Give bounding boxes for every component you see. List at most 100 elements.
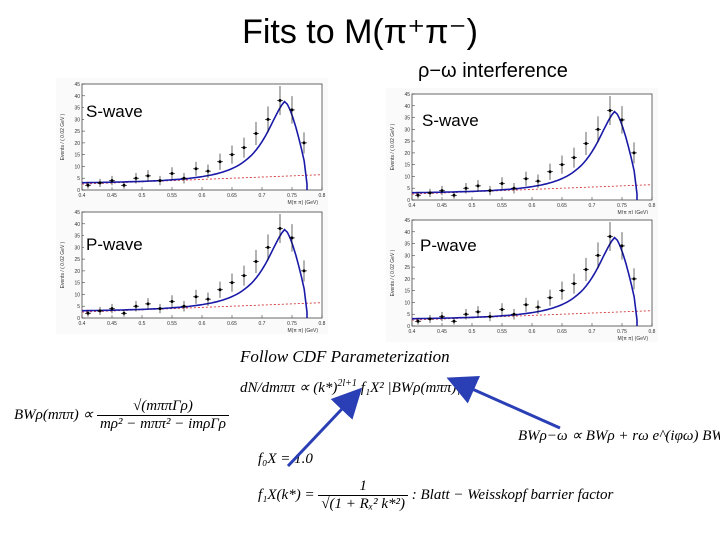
x-tick-label: 0.65 <box>557 329 567 335</box>
x-tick-label: 0.7 <box>589 203 596 209</box>
y-tick-label: 40 <box>74 222 80 228</box>
y-tick-label: 0 <box>77 316 80 322</box>
data-point <box>290 236 294 240</box>
x-tick-label: 0.5 <box>469 329 476 335</box>
data-point <box>620 244 624 248</box>
y-tick-label: 30 <box>404 253 410 259</box>
data-point <box>86 183 90 187</box>
y-tick-label: 15 <box>74 281 80 287</box>
x-tick-label: 0.5 <box>469 203 476 209</box>
dn-dm-equation: dN/dmππ ∝ (k*)2l+1 f₁X² |BWρ(mππ)|² <box>240 378 465 397</box>
data-point <box>596 253 600 257</box>
y-tick-label: 15 <box>404 289 410 295</box>
f1x-numerator: 1 <box>318 478 408 496</box>
x-tick-label: 0.7 <box>589 329 596 335</box>
y-tick-label: 20 <box>74 141 80 147</box>
y-tick-label: 0 <box>407 324 410 330</box>
plot-frame <box>81 83 323 191</box>
dn-lhs: dN/dmππ ∝ (k*) <box>240 380 338 396</box>
y-tick-label: 25 <box>404 265 410 271</box>
data-point <box>476 310 480 314</box>
y-tick-label: 35 <box>404 116 410 122</box>
arrow-to-f1x <box>286 387 363 468</box>
fit-curve <box>412 110 638 200</box>
y-tick-label: 20 <box>74 269 80 275</box>
data-point <box>302 141 306 145</box>
data-point <box>632 151 636 155</box>
dn-rhs: f₁X² |BWρ(mππ)|² <box>360 380 465 396</box>
y-tick-label: 35 <box>404 242 410 248</box>
y-tick-label: 15 <box>74 153 80 159</box>
y-tick-label: 30 <box>404 127 410 133</box>
data-point <box>278 226 282 230</box>
data-point <box>524 177 528 181</box>
x-tick-label: 0.75 <box>617 203 627 209</box>
y-axis-label: Events / ( 0.02 GeV ) <box>390 249 396 296</box>
x-tick-label: 0.4 <box>79 193 86 199</box>
x-axis-label: M(π π) (GeV) <box>287 328 318 334</box>
x-tick-label: 0.45 <box>437 203 447 209</box>
y-tick-label: 5 <box>77 176 80 182</box>
follow-cdf-text: Follow CDF Parameterization <box>240 347 450 366</box>
data-point <box>122 311 126 315</box>
x-tick-label: 0.65 <box>227 321 237 327</box>
data-point <box>230 153 234 157</box>
data-point <box>560 289 564 293</box>
fit-curve <box>412 236 638 326</box>
data-point <box>98 309 102 313</box>
plot-panel: Events / ( 0.02 GeV ) 0 5 10 15 20 25 30 35 40 45 0… <box>56 206 328 334</box>
data-point <box>242 146 246 150</box>
bw-fraction: √(mππΓρ) mρ² − mππ² − imρΓρ <box>96 398 230 433</box>
data-point <box>146 174 150 178</box>
x-tick-label: 0.6 <box>199 193 206 199</box>
data-point <box>206 297 210 301</box>
plot-frame <box>81 211 323 319</box>
x-tick-label: 0.8 <box>649 329 656 335</box>
data-point <box>512 312 516 316</box>
data-point <box>620 118 624 122</box>
dn-exp: 2l+1 <box>337 378 357 389</box>
data-point <box>194 167 198 171</box>
plot-panel: Events / ( 0.02 GeV ) 0 5 10 15 20 25 30 35 40 45 0… <box>56 78 328 206</box>
x-tick-label: 0.6 <box>199 321 206 327</box>
y-axis-label: Events / ( 0.02 GeV ) <box>390 123 396 170</box>
x-tick-label: 0.8 <box>649 203 656 209</box>
fit-curve <box>82 228 308 318</box>
y-tick-label: 45 <box>404 218 410 224</box>
data-point <box>452 193 456 197</box>
y-tick-label: 5 <box>407 186 410 192</box>
y-tick-label: 35 <box>74 106 80 112</box>
y-tick-label: 40 <box>404 230 410 236</box>
data-point <box>488 315 492 319</box>
y-tick-label: 0 <box>407 198 410 204</box>
data-point <box>254 259 258 263</box>
x-tick-label: 0.4 <box>409 329 416 335</box>
data-point <box>218 288 222 292</box>
data-point <box>98 181 102 185</box>
data-point <box>122 183 126 187</box>
x-tick-label: 0.65 <box>227 193 237 199</box>
y-tick-label: 45 <box>404 92 410 98</box>
data-point <box>440 189 444 193</box>
data-point <box>110 179 114 183</box>
data-point <box>146 302 150 306</box>
y-tick-label: 25 <box>74 257 80 263</box>
rho-omega-equation: BWρ−ω ∝ BWρ + rω e^(iφω) BWω <box>518 428 720 444</box>
data-point <box>572 282 576 286</box>
y-tick-label: 10 <box>74 164 80 170</box>
y-tick-label: 45 <box>74 210 80 216</box>
data-point <box>584 141 588 145</box>
data-point <box>560 163 564 167</box>
interference-subtitle: ρ−ω interference <box>418 60 568 82</box>
data-point <box>170 300 174 304</box>
data-point <box>536 305 540 309</box>
data-point <box>428 191 432 195</box>
panel-label: S-wave <box>420 111 481 131</box>
data-point <box>608 108 612 112</box>
bw-rho-equation: BWρ(mππ) ∝ √(mππΓρ) mρ² − mππ² − imρΓρ <box>14 398 230 433</box>
data-point <box>230 281 234 285</box>
data-point <box>110 307 114 311</box>
x-tick-label: 0.55 <box>167 193 177 199</box>
data-point <box>158 179 162 183</box>
x-tick-label: 0.45 <box>107 193 117 199</box>
